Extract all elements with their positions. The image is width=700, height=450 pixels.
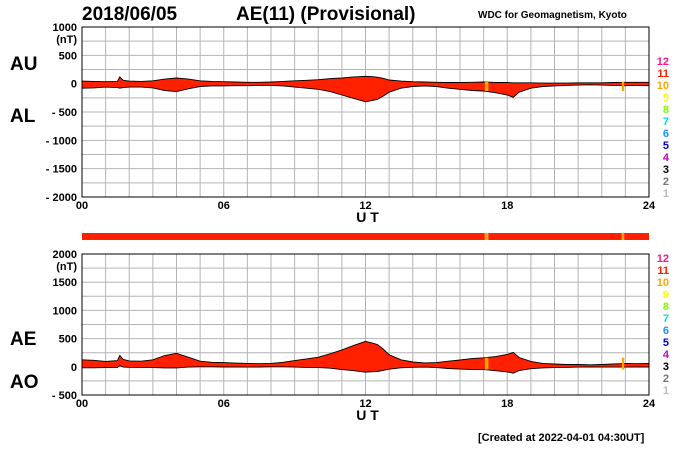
au-al-x-tick-label: 00 [76, 200, 88, 212]
ae-ao-x-tick-label: 24 [643, 398, 656, 410]
au-al-station-count-legend-item: 7 [663, 116, 669, 128]
au-al-x-tick-label: 12 [359, 200, 371, 212]
ae-series-label: AE [10, 329, 36, 350]
ae-ao-station-count-legend-item: 7 [663, 313, 669, 325]
ae-ao-y-tick-label: 0 [71, 362, 77, 374]
ae-ao-ae-line [81, 340, 650, 366]
date-title: 2018/06/05 [82, 4, 178, 25]
au-al-station-count-legend-item: 5 [663, 140, 669, 152]
ae-ao-station-count-legend-item: 1 [663, 385, 669, 397]
au-al-plot-frame [81, 26, 650, 198]
au-al-y-tick-label: 0 [71, 79, 77, 91]
station-count-bar-segment [484, 233, 489, 240]
station-count-bar-segment [621, 233, 625, 240]
au-al-y-tick-label: - 500 [52, 107, 77, 119]
au-al-al-line [81, 84, 650, 103]
ae-ao-station-count-legend-item: 3 [663, 361, 669, 373]
ae-ao-station-count-legend-item: 11 [657, 265, 669, 277]
ae-ao-y-tick-label: 1500 [53, 277, 77, 289]
ae-ao-station-count-legend-item: 9 [663, 289, 669, 301]
ae-ao-x-tick-label: 12 [359, 398, 371, 410]
ae-ao-station-count-legend-item: 12 [657, 253, 669, 265]
ae-ao-y-unit-label: (nT) [56, 261, 77, 273]
station-count-bar-segment [624, 233, 649, 240]
au-al-x-tick-label: 24 [643, 200, 656, 212]
au-al-station-count-legend-item: 9 [663, 92, 669, 104]
au-al-station-stripe [484, 81, 489, 92]
ae-ao-x-tick-label: 18 [501, 398, 513, 410]
au-al-y-tick-label: - 2000 [46, 192, 77, 204]
au-al-x-tick-label: 06 [218, 200, 230, 212]
au-al-station-count-legend-item: 1 [663, 188, 669, 200]
ae-ao-x-axis-label: U T [356, 407, 379, 423]
ae-ao-x-tick-label: 06 [218, 398, 230, 410]
ao-series-label: AO [10, 372, 39, 393]
ae-ao-y-tick-label: 1000 [53, 305, 77, 317]
ae-ao-x-tick-label: 00 [76, 398, 88, 410]
au-al-station-count-legend-item: 12 [657, 56, 669, 68]
ae-ao-fill-area [82, 341, 649, 374]
au-al-au-line [81, 75, 649, 84]
au-series-label: AU [10, 54, 37, 75]
station-count-bar-segment [488, 233, 622, 240]
al-series-label: AL [10, 106, 36, 127]
ae-ao-station-stripe [484, 357, 489, 370]
au-al-y-tick-label: 1000 [53, 22, 77, 34]
ae-ao-station-count-legend-item: 2 [663, 373, 669, 385]
au-al-y-tick-label: - 1000 [46, 135, 77, 147]
ae-ao-station-count-legend-item: 10 [657, 277, 669, 289]
au-al-y-tick-label: 500 [59, 50, 77, 62]
ae-ao-station-count-legend-item: 4 [663, 349, 670, 361]
ae-ao-y-tick-label: 500 [59, 334, 77, 346]
ae-ao-station-count-legend-item: 6 [663, 325, 669, 337]
au-al-station-count-legend-item: 8 [663, 104, 669, 116]
au-al-y-unit-label: (nT) [56, 34, 77, 46]
au-al-station-count-legend-item: 10 [657, 80, 669, 92]
au-al-station-count-legend-item: 4 [663, 152, 670, 164]
au-al-x-tick-label: 18 [501, 200, 513, 212]
au-al-station-count-legend-item: 2 [663, 176, 669, 188]
ae-ao-y-tick-label: 2000 [53, 249, 77, 261]
ae-ao-y-tick-label: - 500 [52, 390, 77, 402]
ae-ao-ao-line [82, 365, 650, 374]
ae-ao-station-count-legend-item: 8 [663, 301, 669, 313]
au-al-station-count-legend-item: 11 [657, 68, 669, 80]
created-timestamp: [Created at 2022-04-01 04:30UT] [478, 432, 645, 444]
au-al-station-count-legend-item: 3 [663, 164, 669, 176]
station-count-bar-segment [82, 233, 485, 240]
au-al-y-tick-label: - 1500 [46, 164, 77, 176]
au-al-station-count-legend-item: 6 [663, 128, 669, 140]
au-al-station-stripe [621, 81, 625, 92]
index-title: AE(11) (Provisional) [236, 4, 416, 25]
ae-ao-station-count-legend-item: 5 [663, 337, 669, 349]
data-source-label: WDC for Geomagnetism, Kyoto [478, 10, 627, 21]
ae-ao-station-stripe [621, 357, 625, 370]
ae-ao-plot-frame [81, 253, 650, 396]
au-al-x-axis-label: U T [356, 209, 379, 225]
